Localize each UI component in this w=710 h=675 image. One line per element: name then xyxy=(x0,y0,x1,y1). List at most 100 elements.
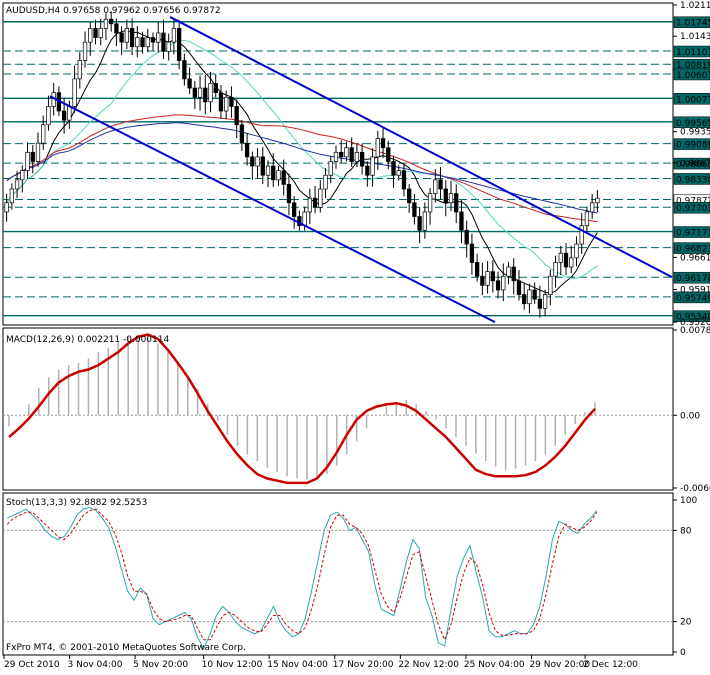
candle-body xyxy=(365,165,370,176)
main-panel-frame xyxy=(2,2,674,326)
level-label: 0.97703 xyxy=(676,204,710,214)
candle-body xyxy=(229,96,234,107)
candle-body xyxy=(501,275,506,291)
candle-body xyxy=(88,28,93,43)
level-label: 1.01745 xyxy=(676,19,710,29)
candle-body xyxy=(354,151,360,162)
candle-body xyxy=(25,151,30,172)
time-tick-label: 29 Oct 2010 xyxy=(4,660,60,670)
candle-body xyxy=(558,252,563,263)
candle-body xyxy=(208,83,213,103)
candle-body xyxy=(569,257,574,268)
candle-body xyxy=(396,170,401,176)
macd-signal-line xyxy=(8,333,596,485)
stoch-k-line xyxy=(6,507,598,651)
stoch-tick-label: 0 xyxy=(680,648,686,658)
level-tag xyxy=(673,173,710,185)
candle-body xyxy=(265,165,271,176)
candle-body xyxy=(129,28,135,48)
channel-upper xyxy=(169,16,673,279)
time-axis: 29 Oct 2010 3 Nov 04:00 5 Nov 20:00 10 Nov … xyxy=(3,655,638,670)
candle-body xyxy=(328,161,333,176)
level-tag xyxy=(673,45,710,58)
stoch-plot: 100 80 20 0 xyxy=(3,496,697,658)
candle-body xyxy=(485,271,490,286)
candle-body xyxy=(156,32,161,43)
level-label: 0.97872 xyxy=(676,196,710,206)
stoch-tick-label: 100 xyxy=(680,496,697,506)
candle-body xyxy=(553,262,558,277)
candle-body xyxy=(506,266,511,277)
candle-body xyxy=(135,37,140,48)
candle-body xyxy=(98,28,103,38)
stoch-tick-label: 20 xyxy=(680,618,692,628)
candle-body xyxy=(239,124,245,144)
candle-body xyxy=(438,179,443,190)
candle-body xyxy=(35,142,41,162)
candle-body xyxy=(584,211,590,227)
candle-body xyxy=(244,142,250,158)
candle-body xyxy=(20,170,25,181)
level-label: 0.95749 xyxy=(676,294,710,304)
macd-tick-label: -0.006671 xyxy=(680,484,710,494)
candle-body xyxy=(145,37,150,48)
candle-body xyxy=(590,202,595,213)
candle-body xyxy=(93,28,98,38)
macd-tick-label: 0.007826 xyxy=(680,326,710,336)
copyright-text: FxPro MT4, © 2001-2010 MetaQuotes Softwa… xyxy=(6,643,246,653)
candle-body xyxy=(166,41,171,52)
moving-average-line xyxy=(6,114,598,223)
level-label: 0.98665 xyxy=(676,160,710,170)
candle-body xyxy=(192,87,197,98)
candle-body xyxy=(370,156,375,176)
candle-body xyxy=(271,165,276,181)
candle-body xyxy=(380,138,386,149)
time-tick-label: 25 Nov 04:00 xyxy=(464,660,525,670)
candle-body xyxy=(224,96,229,112)
candle-body xyxy=(542,294,548,309)
candle-body xyxy=(30,151,35,162)
moving-average-line xyxy=(6,29,598,294)
candle-body xyxy=(218,92,224,112)
candle-body xyxy=(72,78,77,107)
price-tick-label: 1.02110 xyxy=(680,1,710,11)
candle-body xyxy=(349,147,354,162)
candle-body xyxy=(161,32,166,52)
level-tag xyxy=(673,242,710,254)
level-tag xyxy=(673,157,710,170)
candle-body xyxy=(532,289,537,300)
candle-body xyxy=(302,211,307,227)
macd-panel-frame xyxy=(2,327,674,491)
level-tag xyxy=(673,93,710,105)
level-label: 1.00607 xyxy=(676,71,710,81)
candle-body xyxy=(46,106,51,126)
candle-body xyxy=(490,271,495,282)
candle-body xyxy=(433,179,438,194)
candle-body xyxy=(14,179,20,190)
level-label: 1.00077 xyxy=(676,95,710,105)
candle-body xyxy=(213,83,218,93)
moving-average-line xyxy=(6,122,598,214)
moving-averages xyxy=(6,29,598,294)
level-label: 0.95340 xyxy=(676,313,710,323)
candle-body xyxy=(407,188,412,204)
level-tag xyxy=(673,138,710,150)
candle-body xyxy=(574,243,579,259)
macd-plot: 0.007826 0.00 -0.006671 xyxy=(3,326,710,494)
time-tick-label: 2 Dec 12:00 xyxy=(583,660,638,670)
candle-body xyxy=(281,170,286,185)
candle-body xyxy=(511,266,516,282)
level-tag xyxy=(673,226,710,238)
moving-average-line xyxy=(6,39,598,279)
candle-body xyxy=(375,138,380,158)
candle-body xyxy=(537,298,543,309)
candle-body xyxy=(522,294,527,305)
candle-body xyxy=(595,197,600,204)
